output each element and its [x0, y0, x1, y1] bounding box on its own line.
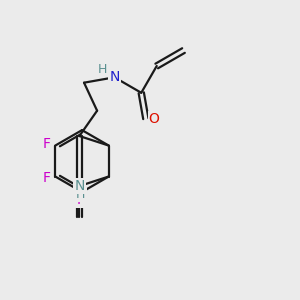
- Text: N: N: [109, 70, 120, 84]
- Text: H: H: [98, 63, 107, 76]
- Text: O: O: [148, 112, 160, 126]
- Text: N: N: [74, 179, 85, 193]
- Text: F: F: [76, 193, 85, 207]
- Text: F: F: [42, 171, 50, 185]
- Text: F: F: [42, 137, 50, 151]
- Text: H: H: [76, 188, 86, 201]
